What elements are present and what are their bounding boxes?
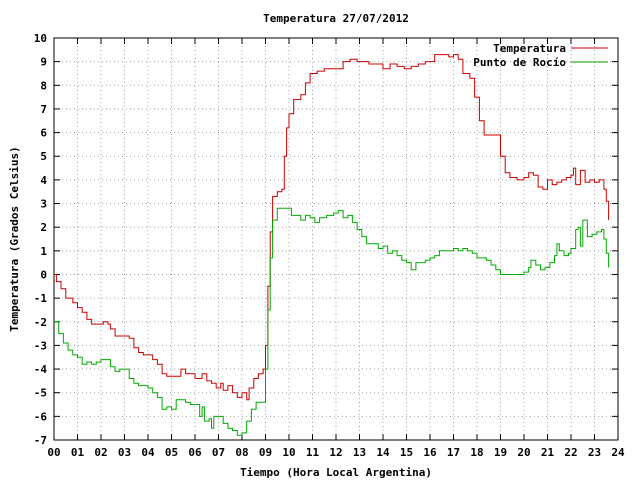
x-tick-label: 02 [94,446,107,459]
x-tick-label: 03 [118,446,131,459]
legend-label-punto-de-rocio: Punto de Rocío [473,56,566,69]
y-tick-label: -3 [34,339,47,352]
x-axis-label: Tiempo (Hora Local Argentina) [240,466,432,479]
y-axis-label: Temperatura (Grados Celsius) [8,146,21,331]
y-tick-label: 7 [40,103,47,116]
y-tick-label: 8 [40,79,47,92]
x-tick-label: 16 [423,446,437,459]
y-tick-label: -7 [34,434,47,447]
x-tick-label: 23 [588,446,601,459]
y-tick-label: 6 [40,127,47,140]
x-tick-label: 13 [353,446,366,459]
y-tick-label: 3 [40,198,47,211]
y-tick-label: 9 [40,56,47,69]
series-line-temperatura [54,54,610,401]
y-tick-label: 4 [40,174,47,187]
x-tick-label: 12 [329,446,342,459]
series-line-punto-de-rocio [54,207,610,436]
x-tick-label: 10 [282,446,295,459]
x-tick-label: 22 [564,446,577,459]
legend: Temperatura Punto de Rocío [473,42,608,69]
y-tick-label: -1 [34,292,48,305]
y-axis-ticks: -7 -6 -5 -4 -3 -2 -1 0 1 2 3 4 5 6 7 8 9 10 [34,32,618,447]
x-axis-ticks: 00 01 02 03 04 05 06 07 08 09 10 11 12 13 14 15 16 17 18 19… [47,38,625,459]
x-tick-label: 19 [494,446,507,459]
x-tick-label: 17 [447,446,460,459]
series-layer [54,54,610,436]
x-tick-label: 18 [470,446,483,459]
x-tick-label: 24 [611,446,625,459]
x-tick-label: 06 [188,446,202,459]
y-tick-label: 5 [40,150,47,163]
x-tick-label: 21 [541,446,555,459]
x-tick-label: 20 [517,446,530,459]
chart-title: Temperatura 27/07/2012 [263,12,409,25]
y-tick-label: 1 [40,245,47,258]
y-tick-label: 10 [34,32,47,45]
x-tick-label: 15 [400,446,413,459]
legend-label-temperatura: Temperatura [493,42,566,55]
x-tick-label: 08 [235,446,248,459]
x-tick-label: 07 [212,446,225,459]
y-tick-label: -5 [34,387,47,400]
x-tick-label: 11 [306,446,320,459]
grid-lines [54,38,618,440]
y-tick-label: -6 [34,410,48,423]
x-tick-label: 05 [165,446,178,459]
x-tick-label: 04 [141,446,155,459]
x-tick-label: 09 [259,446,272,459]
y-tick-label: -2 [34,316,47,329]
y-tick-label: -4 [34,363,48,376]
x-tick-label: 14 [376,446,390,459]
x-tick-label: 00 [47,446,60,459]
y-tick-label: 2 [40,221,47,234]
x-tick-label: 01 [71,446,85,459]
y-tick-label: 0 [40,268,47,281]
